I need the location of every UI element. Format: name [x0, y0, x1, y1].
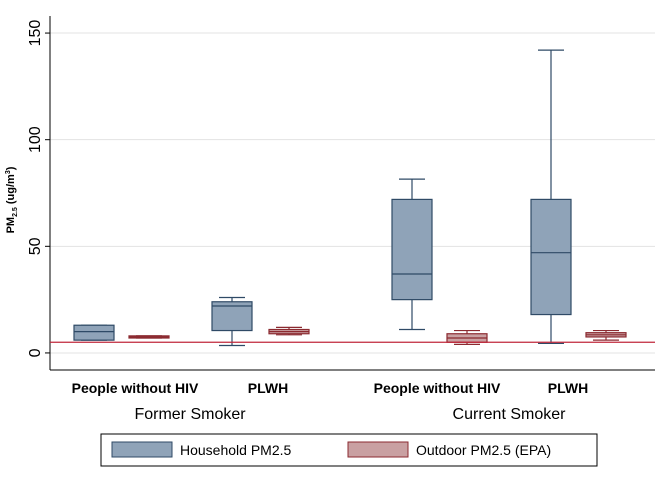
legend-label-household: Household PM2.5 [180, 442, 292, 458]
box-outdoor [268, 326, 310, 336]
x-axis-labels: People without HIV PLWH People without H… [72, 380, 589, 423]
box-iqr [530, 198, 572, 316]
box-outdoor [128, 335, 170, 339]
boxes [73, 49, 627, 347]
legend-label-outdoor: Outdoor PM2.5 (EPA) [416, 442, 551, 458]
group-label: Former Smoker [134, 406, 246, 423]
legend-swatch-outdoor [347, 441, 409, 458]
box-household [73, 324, 115, 341]
legend: Household PM2.5 Outdoor PM2.5 (EPA) [100, 433, 598, 467]
category-label: PLWH [248, 380, 288, 396]
box-household [211, 296, 253, 347]
category-label: People without HIV [374, 380, 501, 396]
category-label: People without HIV [72, 380, 199, 396]
box-iqr [391, 198, 433, 301]
y-tick-label: 100 [27, 126, 44, 153]
legend-swatch-household [111, 441, 173, 458]
box-household [391, 178, 433, 331]
category-label: PLWH [548, 380, 588, 396]
y-tick-label: 50 [27, 237, 44, 255]
y-axis: 0 50 100 150 PM2.5 (ug/m3) [5, 16, 655, 371]
box-outdoor [585, 329, 627, 341]
group-label: Current Smoker [453, 406, 567, 423]
y-tick-label: 150 [27, 20, 44, 47]
box-iqr [73, 324, 115, 341]
box-household [530, 49, 572, 344]
y-axis-label: PM2.5 (ug/m3) [5, 166, 19, 233]
y-tick-label: 0 [27, 348, 44, 357]
